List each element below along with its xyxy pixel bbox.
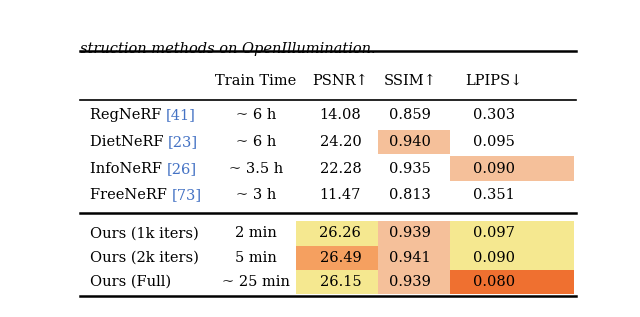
FancyBboxPatch shape (296, 245, 378, 270)
Text: PSNR↑: PSNR↑ (312, 74, 369, 88)
Text: 0.097: 0.097 (473, 226, 515, 240)
FancyBboxPatch shape (378, 130, 449, 154)
Text: 14.08: 14.08 (319, 108, 361, 122)
Text: Ours (1k iters): Ours (1k iters) (90, 226, 198, 240)
FancyBboxPatch shape (378, 270, 449, 294)
Text: ~ 3 h: ~ 3 h (236, 189, 276, 203)
FancyBboxPatch shape (378, 245, 449, 270)
Text: Ours (2k iters): Ours (2k iters) (90, 251, 199, 265)
FancyBboxPatch shape (449, 221, 573, 245)
Text: InfoNeRF: InfoNeRF (90, 162, 166, 176)
FancyBboxPatch shape (449, 245, 573, 270)
Text: 0.939: 0.939 (389, 226, 431, 240)
Text: RegNeRF: RegNeRF (90, 108, 166, 122)
Text: SSIM↑: SSIM↑ (383, 74, 436, 88)
FancyBboxPatch shape (296, 270, 378, 294)
Text: [41]: [41] (166, 108, 196, 122)
Text: LPIPS↓: LPIPS↓ (465, 74, 523, 88)
FancyBboxPatch shape (296, 221, 378, 245)
Text: struction methods on OpenIllumination.: struction methods on OpenIllumination. (80, 42, 376, 56)
Text: 26.15: 26.15 (319, 275, 361, 289)
Text: ~ 25 min: ~ 25 min (222, 275, 290, 289)
Text: 26.26: 26.26 (319, 226, 362, 240)
Text: RegNeRF: RegNeRF (90, 108, 166, 122)
Text: 0.941: 0.941 (389, 251, 431, 265)
Text: 0.080: 0.080 (473, 275, 515, 289)
Text: Ours (Full): Ours (Full) (90, 275, 171, 289)
Text: InfoNeRF: InfoNeRF (90, 162, 166, 176)
Text: 26.49: 26.49 (319, 251, 361, 265)
Text: 0.940: 0.940 (389, 135, 431, 149)
Text: 2 min: 2 min (235, 226, 277, 240)
Text: ~ 6 h: ~ 6 h (236, 108, 276, 122)
Text: FreeNeRF: FreeNeRF (90, 189, 172, 203)
Text: 0.813: 0.813 (389, 189, 431, 203)
Text: 22.28: 22.28 (319, 162, 361, 176)
FancyBboxPatch shape (449, 156, 573, 181)
Text: Train Time: Train Time (216, 74, 297, 88)
Text: 0.090: 0.090 (473, 251, 515, 265)
Text: DietNeRF: DietNeRF (90, 135, 168, 149)
Text: ~ 6 h: ~ 6 h (236, 135, 276, 149)
Text: 0.095: 0.095 (473, 135, 515, 149)
Text: 0.939: 0.939 (389, 275, 431, 289)
Text: DietNeRF: DietNeRF (90, 135, 168, 149)
Text: 11.47: 11.47 (320, 189, 361, 203)
Text: 0.351: 0.351 (474, 189, 515, 203)
FancyBboxPatch shape (449, 270, 573, 294)
Text: 24.20: 24.20 (319, 135, 361, 149)
Text: ~ 3.5 h: ~ 3.5 h (229, 162, 284, 176)
Text: [73]: [73] (172, 189, 202, 203)
Text: FreeNeRF: FreeNeRF (90, 189, 172, 203)
Text: [26]: [26] (166, 162, 196, 176)
Text: 0.859: 0.859 (389, 108, 431, 122)
Text: 5 min: 5 min (235, 251, 277, 265)
FancyBboxPatch shape (378, 221, 449, 245)
Text: 0.303: 0.303 (473, 108, 515, 122)
Text: 0.090: 0.090 (473, 162, 515, 176)
Text: [23]: [23] (168, 135, 198, 149)
Text: 0.935: 0.935 (389, 162, 431, 176)
